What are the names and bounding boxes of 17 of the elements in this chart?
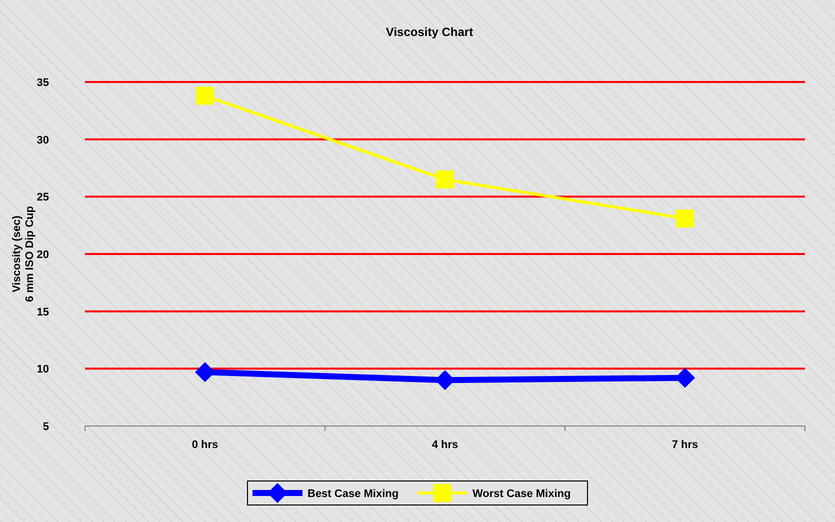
y-tick-label: 10 (36, 364, 49, 376)
y-axis-title: Viscosity (sec) 6 mm ISO Dip Cup (11, 206, 36, 302)
legend-label: Best Case Mixing (308, 488, 399, 500)
point (196, 86, 214, 105)
x-tick-label: 4 hrs (432, 439, 458, 451)
y-tick-label: 20 (36, 249, 49, 261)
y-tick-label: 5 (42, 421, 49, 433)
legend-label: Worst Case Mixing (472, 488, 571, 500)
x-tick-label: 7 hrs (672, 439, 698, 451)
point (676, 209, 694, 228)
point (436, 170, 454, 188)
y-tick-label: 25 (36, 192, 49, 204)
y-tick-label: 35 (36, 77, 49, 89)
chart-title: Viscosity Chart (386, 25, 474, 39)
y-tick-label: 15 (36, 306, 49, 318)
y-tick-label: 30 (36, 134, 49, 146)
x-tick-label: 0 hrs (192, 439, 218, 451)
